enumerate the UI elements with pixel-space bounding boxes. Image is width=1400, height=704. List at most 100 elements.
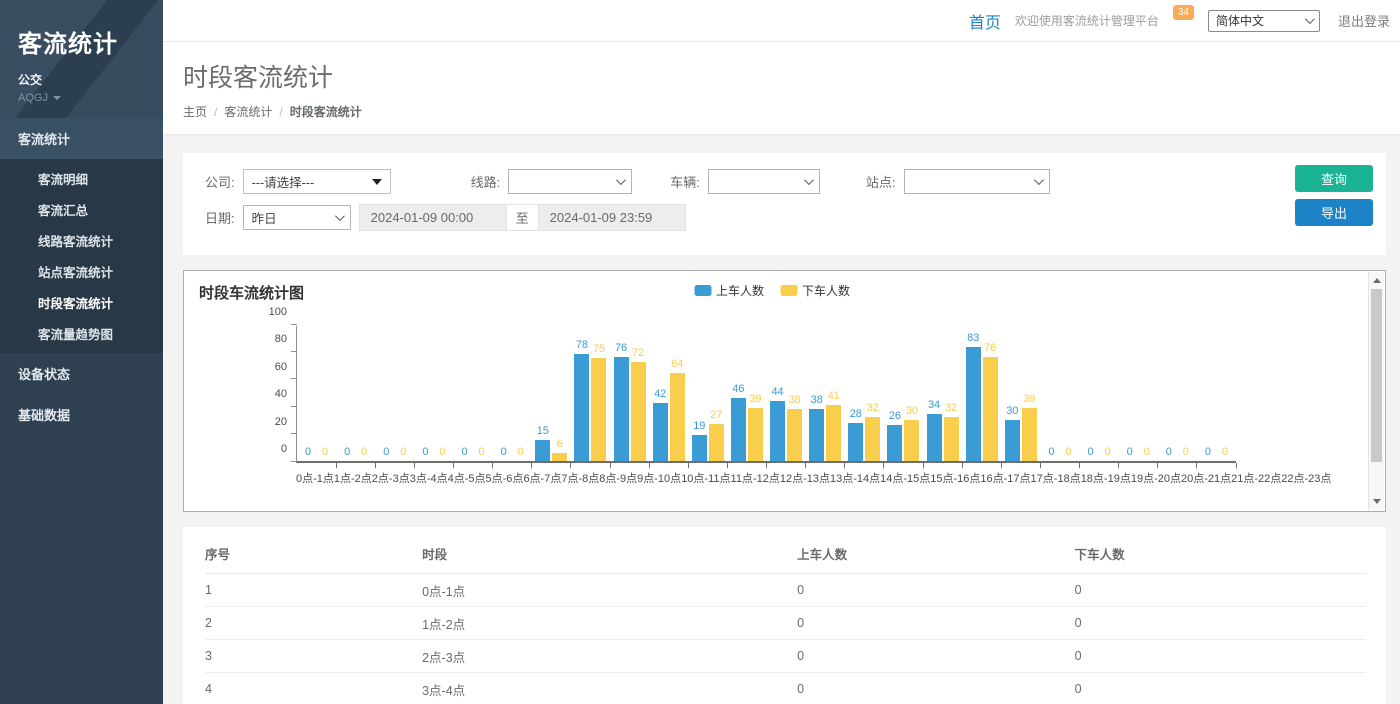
station-select[interactable] — [904, 169, 1050, 194]
bar[interactable] — [826, 405, 841, 461]
bar[interactable] — [966, 347, 981, 461]
bar-wrap: 76 — [614, 326, 629, 461]
bar-group: 3841 — [806, 326, 845, 461]
logout-link[interactable]: 退出登录 — [1338, 11, 1390, 30]
breadcrumb-item[interactable]: 客流统计 — [224, 103, 272, 120]
bar[interactable] — [614, 357, 629, 461]
bar[interactable] — [709, 424, 724, 461]
sidebar-subitem[interactable]: 站点客流统计 — [0, 256, 163, 287]
y-axis-tick — [291, 406, 297, 407]
main-area: 首页 欢迎使用客流统计管理平台 34 简体中文 退出登录 时段客流统计 主页/客… — [163, 0, 1400, 704]
x-axis-label-cell: 6点-7点 — [523, 470, 561, 486]
vehicle-select[interactable] — [708, 169, 820, 194]
x-axis-label-cell: 4点-5点 — [448, 470, 486, 486]
sidebar-item-basic-data[interactable]: 基础数据 — [0, 394, 163, 435]
sidebar-item-passenger-stats[interactable]: 客流统计 — [0, 118, 163, 159]
bar[interactable] — [552, 453, 567, 461]
bar-value-label: 30 — [906, 406, 918, 417]
sidebar: 客流统计 公交 AQGJ 客流统计 客流明细客流汇总线路客流统计站点客流统计时段… — [0, 0, 163, 704]
query-button[interactable]: 查询 — [1295, 165, 1373, 192]
sidebar-subitem[interactable]: 客流汇总 — [0, 194, 163, 225]
bar[interactable] — [591, 358, 606, 461]
bar[interactable] — [770, 401, 785, 461]
bar-group: 156 — [532, 326, 571, 461]
bar[interactable] — [927, 414, 942, 461]
home-link[interactable]: 首页 — [969, 9, 1001, 33]
bar-value-label: 0 — [518, 447, 524, 458]
bar-wrap: 30 — [1005, 326, 1020, 461]
sidebar-subitem[interactable]: 时段客流统计 — [0, 287, 163, 318]
bar-group: 00 — [493, 326, 532, 461]
triangle-down-icon — [372, 179, 382, 185]
bar[interactable] — [731, 398, 746, 461]
scrollbar-up-arrow[interactable] — [1369, 273, 1384, 288]
bar[interactable] — [653, 403, 668, 461]
sidebar-subitem[interactable]: 客流量趋势图 — [0, 318, 163, 349]
user-dropdown[interactable]: AQGJ — [18, 92, 145, 104]
bar-wrap: 0 — [1061, 326, 1076, 461]
x-axis-label-cell: 5点-6点 — [486, 470, 524, 486]
bar-wrap: 0 — [379, 326, 394, 461]
sidebar-subitem[interactable]: 线路客流统计 — [0, 225, 163, 256]
filter-row-2: 日期: 昨日 2024-01-09 00:00 至 2024-01-09 23:… — [205, 204, 1366, 231]
breadcrumb-item[interactable]: 主页 — [183, 103, 207, 120]
x-axis-label-cell: 8点-9点 — [599, 470, 637, 486]
breadcrumb-item: 时段客流统计 — [290, 103, 362, 120]
bar-value-label: 0 — [1127, 447, 1133, 458]
bar[interactable] — [983, 357, 998, 461]
bar-value-label: 0 — [1088, 447, 1094, 458]
scrollbar-down-arrow[interactable] — [1369, 494, 1384, 509]
scrollbar-thumb[interactable] — [1371, 289, 1382, 462]
line-label: 线路: — [471, 172, 501, 191]
bar[interactable] — [631, 362, 646, 461]
bar-wrap: 0 — [1044, 326, 1059, 461]
chart-scrollbar[interactable] — [1368, 272, 1384, 510]
chevron-down-icon — [1033, 175, 1043, 185]
table-header-cell: 时段 — [422, 533, 797, 574]
bar[interactable] — [887, 425, 902, 461]
bar-value-label: 0 — [1183, 447, 1189, 458]
table-cell: 1点-2点 — [422, 607, 797, 640]
export-button[interactable]: 导出 — [1295, 199, 1373, 226]
bar[interactable] — [904, 420, 919, 461]
bar-value-label: 76 — [984, 343, 996, 354]
date-preset-select[interactable]: 昨日 — [243, 205, 351, 230]
bar[interactable] — [670, 373, 685, 461]
line-select[interactable] — [508, 169, 632, 194]
bar[interactable] — [848, 423, 863, 461]
bar[interactable] — [865, 417, 880, 461]
bar[interactable] — [809, 409, 824, 461]
x-axis-label: 9点-10点 — [637, 470, 681, 486]
sidebar-subitem[interactable]: 客流明细 — [0, 163, 163, 194]
bar[interactable] — [748, 408, 763, 461]
date-to-input[interactable]: 2024-01-09 23:59 — [538, 204, 686, 231]
bar-wrap: 41 — [826, 326, 841, 461]
bar-wrap: 0 — [435, 326, 450, 461]
language-select[interactable]: 简体中文 — [1208, 10, 1320, 32]
bar-wrap: 0 — [301, 326, 316, 461]
bar[interactable] — [1022, 408, 1037, 461]
company-select[interactable]: ---请选择--- — [243, 169, 391, 194]
legend-item[interactable]: 下车人数 — [780, 282, 850, 299]
topbar: 首页 欢迎使用客流统计管理平台 34 简体中文 退出登录 — [163, 0, 1400, 42]
bar-wrap: 0 — [340, 326, 355, 461]
bar[interactable] — [535, 440, 550, 461]
bar-value-label: 0 — [422, 447, 428, 458]
table-header-cell: 下车人数 — [1075, 533, 1366, 574]
legend-item[interactable]: 上车人数 — [694, 282, 764, 299]
bar-wrap: 46 — [731, 326, 746, 461]
bar[interactable] — [944, 417, 959, 461]
bar-group: 3432 — [923, 326, 962, 461]
sidebar-item-device-status[interactable]: 设备状态 — [0, 353, 163, 394]
date-from-input[interactable]: 2024-01-09 00:00 — [359, 204, 507, 231]
bar[interactable] — [787, 409, 802, 461]
x-axis-label-cell: 19点-20点 — [1131, 470, 1181, 486]
bar[interactable] — [574, 354, 589, 461]
bar[interactable] — [1005, 420, 1020, 461]
x-axis-label: 3点-4点 — [410, 470, 448, 486]
bar-value-label: 0 — [400, 447, 406, 458]
bar[interactable] — [692, 435, 707, 461]
hourly-stats-table: 序号时段上车人数下车人数 10点-1点0021点-2点0032点-3点0043点… — [205, 533, 1366, 704]
bar-value-label: 27 — [710, 410, 722, 421]
x-axis-label-cell: 16点-17点 — [980, 470, 1030, 486]
